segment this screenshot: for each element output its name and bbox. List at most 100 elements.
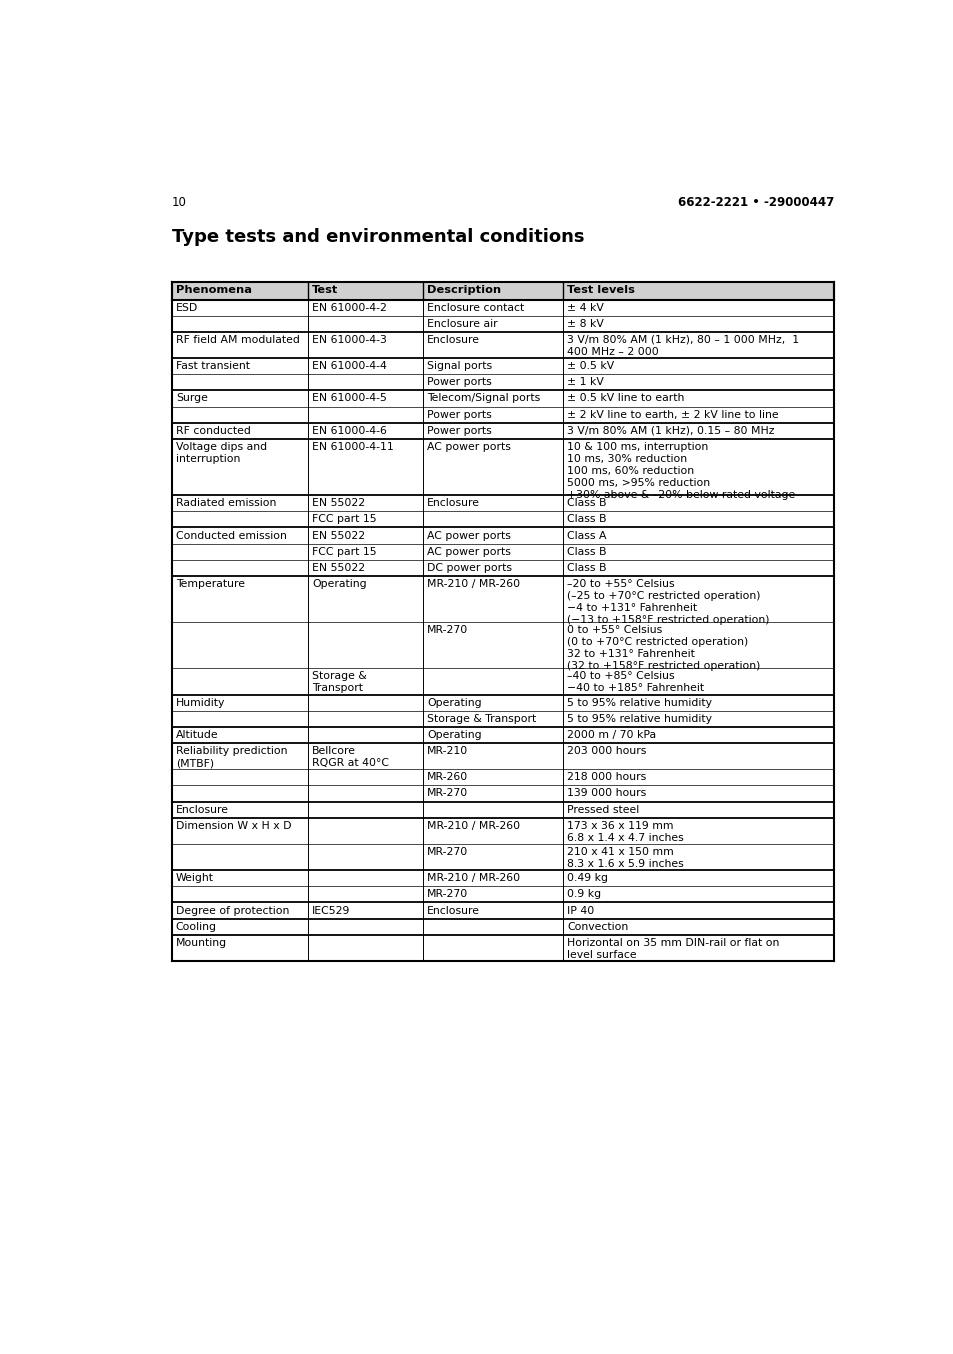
Text: Bellcore
RQGR at 40°C: Bellcore RQGR at 40°C xyxy=(312,746,389,768)
Text: AC power ports: AC power ports xyxy=(427,441,510,452)
Text: IP 40: IP 40 xyxy=(567,906,594,915)
Text: Enclosure: Enclosure xyxy=(175,804,229,815)
Text: Reliability prediction
(MTBF): Reliability prediction (MTBF) xyxy=(175,746,287,768)
Text: 10: 10 xyxy=(172,196,187,209)
Text: MR-270: MR-270 xyxy=(427,848,468,857)
Text: Enclosure contact: Enclosure contact xyxy=(427,303,523,313)
Text: Temperature: Temperature xyxy=(175,580,245,589)
Bar xyxy=(172,802,833,818)
Text: Fast transient: Fast transient xyxy=(175,362,250,371)
Text: Description: Description xyxy=(427,284,500,295)
Text: Humidity: Humidity xyxy=(175,697,225,708)
Bar xyxy=(172,785,833,802)
Bar xyxy=(172,439,833,496)
Text: MR-210 / MR-260: MR-210 / MR-260 xyxy=(427,580,519,589)
Text: FCC part 15: FCC part 15 xyxy=(312,547,376,556)
Text: Surge: Surge xyxy=(175,394,208,403)
Text: Class B: Class B xyxy=(567,547,606,556)
Text: 10 & 100 ms, interruption
10 ms, 30% reduction
100 ms, 60% reduction
5000 ms, >9: 10 & 100 ms, interruption 10 ms, 30% red… xyxy=(567,441,795,500)
Text: RF conducted: RF conducted xyxy=(175,425,251,436)
Text: 3 V/m 80% AM (1 kHz), 80 – 1 000 MHz,  1
400 MHz – 2 000: 3 V/m 80% AM (1 kHz), 80 – 1 000 MHz, 1 … xyxy=(567,334,799,357)
Text: Class B: Class B xyxy=(567,515,606,524)
Text: FCC part 15: FCC part 15 xyxy=(312,515,376,524)
Text: Cooling: Cooling xyxy=(175,922,216,932)
Text: 139 000 hours: 139 000 hours xyxy=(567,788,646,799)
Text: Conducted emission: Conducted emission xyxy=(175,531,287,540)
Text: Telecom/Signal ports: Telecom/Signal ports xyxy=(427,394,539,403)
Text: Degree of protection: Degree of protection xyxy=(175,906,289,915)
Text: MR-210 / MR-260: MR-210 / MR-260 xyxy=(427,873,519,883)
Text: Altitude: Altitude xyxy=(175,730,218,741)
Bar xyxy=(172,575,833,623)
Bar xyxy=(172,871,833,887)
Text: Signal ports: Signal ports xyxy=(427,362,492,371)
Text: MR-210 / MR-260: MR-210 / MR-260 xyxy=(427,821,519,831)
Text: EN 61000-4-11: EN 61000-4-11 xyxy=(312,441,394,452)
Text: Storage & Transport: Storage & Transport xyxy=(427,714,536,724)
Text: –20 to +55° Celsius
(–25 to +70°C restricted operation)
−4 to +131° Fahrenheit
(: –20 to +55° Celsius (–25 to +70°C restri… xyxy=(567,580,769,626)
Text: DC power ports: DC power ports xyxy=(427,563,512,573)
Text: Test: Test xyxy=(312,284,338,295)
Text: RF field AM modulated: RF field AM modulated xyxy=(175,334,299,345)
Bar xyxy=(172,844,833,871)
Text: EN 55022: EN 55022 xyxy=(312,531,365,540)
Text: EN 61000-4-5: EN 61000-4-5 xyxy=(312,394,387,403)
Text: 218 000 hours: 218 000 hours xyxy=(567,772,646,783)
Text: AC power ports: AC power ports xyxy=(427,531,510,540)
Text: Class B: Class B xyxy=(567,563,606,573)
Text: Weight: Weight xyxy=(175,873,213,883)
Text: Test levels: Test levels xyxy=(567,284,635,295)
Bar xyxy=(172,711,833,727)
Text: EN 55022: EN 55022 xyxy=(312,498,365,508)
Text: Power ports: Power ports xyxy=(427,378,491,387)
Text: ± 0.5 kV: ± 0.5 kV xyxy=(567,362,614,371)
Text: ESD: ESD xyxy=(175,303,198,313)
Text: 5 to 95% relative humidity: 5 to 95% relative humidity xyxy=(567,714,712,724)
Text: 0.49 kg: 0.49 kg xyxy=(567,873,608,883)
Text: MR-270: MR-270 xyxy=(427,626,468,635)
Bar xyxy=(172,743,833,769)
Text: EN 55022: EN 55022 xyxy=(312,563,365,573)
Text: Horizontal on 35 mm DIN-rail or flat on
level surface: Horizontal on 35 mm DIN-rail or flat on … xyxy=(567,938,779,960)
Text: Operating: Operating xyxy=(427,730,481,741)
Text: MR-270: MR-270 xyxy=(427,788,468,799)
Text: MR-210: MR-210 xyxy=(427,746,468,756)
Bar xyxy=(172,818,833,844)
Bar xyxy=(172,623,833,669)
Bar xyxy=(172,406,833,422)
Bar xyxy=(172,918,833,934)
Text: Pressed steel: Pressed steel xyxy=(567,804,639,815)
Text: EN 61000-4-4: EN 61000-4-4 xyxy=(312,362,387,371)
Text: 173 x 36 x 119 mm
6.8 x 1.4 x 4.7 inches: 173 x 36 x 119 mm 6.8 x 1.4 x 4.7 inches xyxy=(567,821,683,842)
Text: Enclosure: Enclosure xyxy=(427,906,479,915)
Text: ± 2 kV line to earth, ± 2 kV line to line: ± 2 kV line to earth, ± 2 kV line to lin… xyxy=(567,410,778,420)
Bar xyxy=(172,315,833,332)
Text: Type tests and environmental conditions: Type tests and environmental conditions xyxy=(172,227,584,245)
Text: Convection: Convection xyxy=(567,922,628,932)
Text: Power ports: Power ports xyxy=(427,425,491,436)
Text: Dimension W x H x D: Dimension W x H x D xyxy=(175,821,291,831)
Text: Class B: Class B xyxy=(567,498,606,508)
Bar xyxy=(172,357,833,374)
Text: 6622-2221 • -29000447: 6622-2221 • -29000447 xyxy=(677,196,833,209)
Bar xyxy=(172,512,833,528)
Bar xyxy=(172,934,833,961)
Text: EN 61000-4-2: EN 61000-4-2 xyxy=(312,303,387,313)
Text: ± 0.5 kV line to earth: ± 0.5 kV line to earth xyxy=(567,394,684,403)
Bar xyxy=(172,332,833,357)
Bar xyxy=(172,543,833,559)
Bar xyxy=(172,282,833,299)
Text: MR-260: MR-260 xyxy=(427,772,468,783)
Bar xyxy=(172,769,833,785)
Bar xyxy=(172,727,833,743)
Text: Mounting: Mounting xyxy=(175,938,227,948)
Text: Voltage dips and
interruption: Voltage dips and interruption xyxy=(175,441,267,464)
Text: Enclosure: Enclosure xyxy=(427,334,479,345)
Text: MR-270: MR-270 xyxy=(427,890,468,899)
Text: 0.9 kg: 0.9 kg xyxy=(567,890,600,899)
Bar xyxy=(172,528,833,543)
Text: ± 4 kV: ± 4 kV xyxy=(567,303,603,313)
Text: IEC529: IEC529 xyxy=(312,906,351,915)
Text: Storage &
Transport: Storage & Transport xyxy=(312,672,367,693)
Bar xyxy=(172,903,833,918)
